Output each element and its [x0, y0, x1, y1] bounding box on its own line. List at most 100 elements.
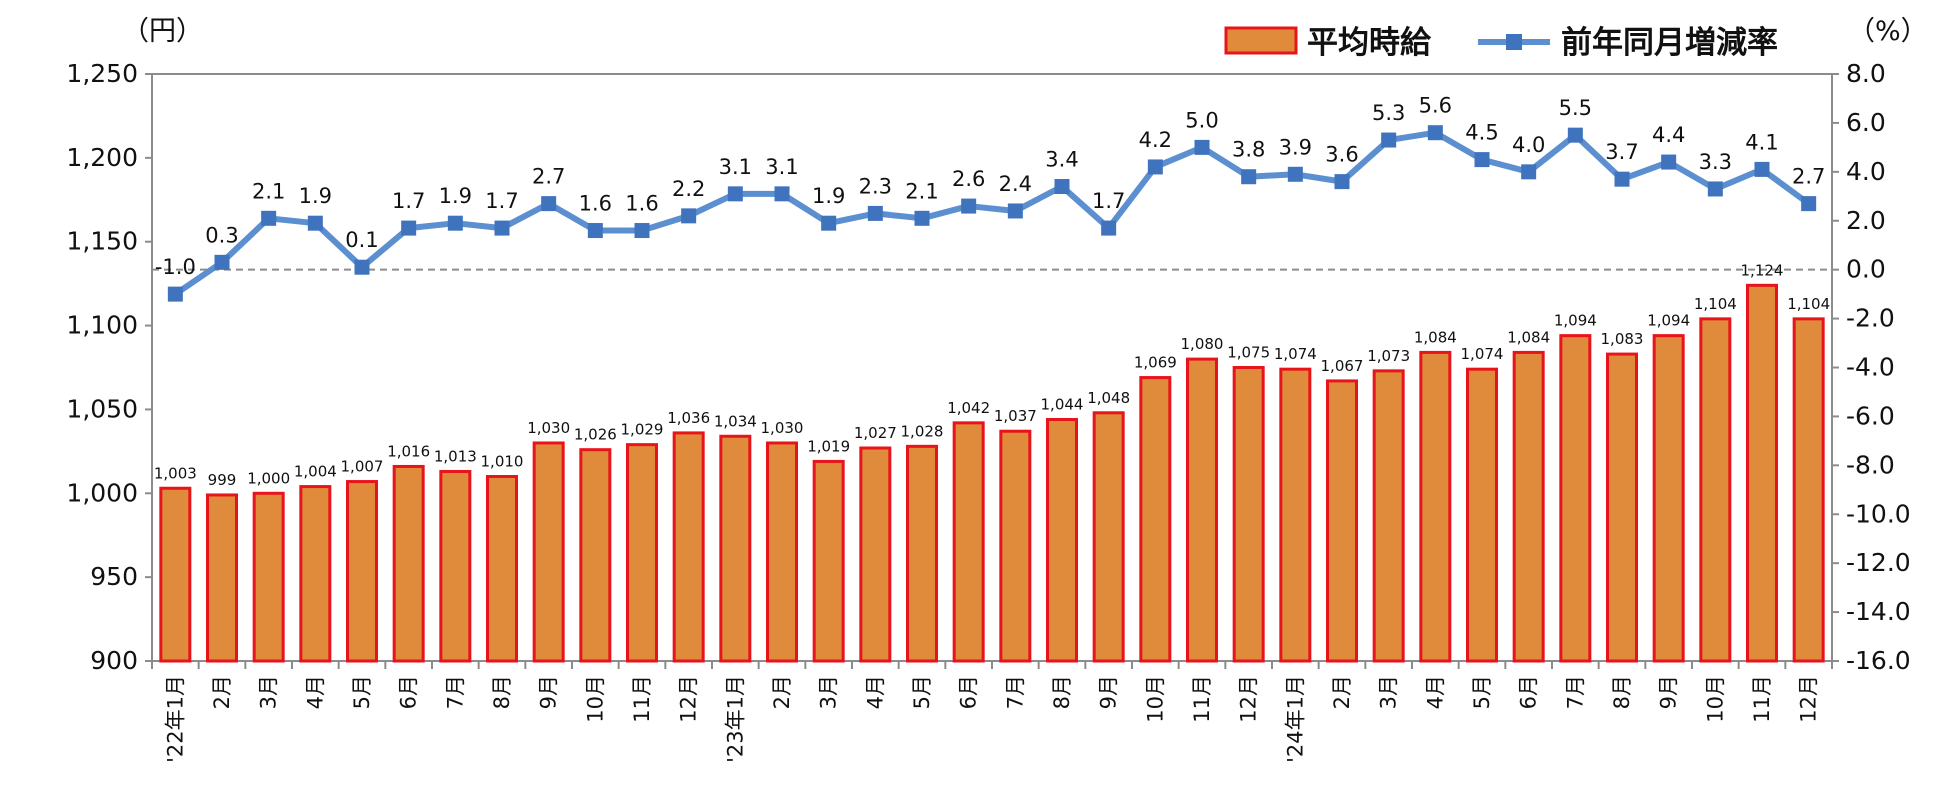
line-data-label: 1.6 [625, 192, 658, 216]
line-point [1241, 169, 1256, 184]
legend-line-label: 前年同月増減率 [1561, 25, 1778, 61]
line-data-label: 2.1 [252, 179, 285, 203]
line-point [215, 255, 230, 270]
line-data-label: 3.6 [1325, 143, 1358, 167]
x-axis-tick-label: '23年1月 [723, 675, 747, 763]
bar [1374, 371, 1403, 661]
line-point [448, 216, 463, 231]
legend: 平均時給 前年同月増減率 [1226, 25, 1778, 61]
bar-data-label: 1,067 [1321, 357, 1364, 375]
bar-data-label: 1,029 [621, 421, 664, 439]
line-point [401, 221, 416, 236]
bar [208, 495, 237, 661]
bar-data-label: 1,080 [1181, 335, 1224, 353]
x-axis-tick-label: 5月 [1470, 675, 1494, 709]
line-data-label: 3.8 [1232, 138, 1265, 162]
x-axis-tick-label: 2月 [210, 675, 234, 709]
line-data-label: -1.0 [155, 255, 196, 279]
line-point [168, 287, 183, 302]
bar [861, 448, 890, 661]
line-data-label: 0.1 [345, 228, 378, 252]
line-data-label: 3.1 [719, 155, 752, 179]
x-axis-tick-label: 8月 [1050, 675, 1074, 709]
legend-bar-label: 平均時給 [1307, 25, 1432, 61]
x-axis-tick-label: 7月 [1563, 675, 1587, 709]
bar-data-label: 1,069 [1134, 354, 1177, 372]
line-point [1381, 133, 1396, 148]
line-point [1428, 125, 1443, 140]
bar [348, 482, 377, 661]
right-axis-tick-label: -12.0 [1846, 548, 1911, 577]
bar [1701, 319, 1730, 661]
bar [768, 443, 797, 661]
x-axis-tick-label: 7月 [443, 675, 467, 709]
line-data-label: 4.2 [1139, 128, 1172, 152]
line-point [588, 223, 603, 238]
x-axis-tick-label: 11月 [1750, 675, 1774, 723]
bar-data-label: 1,042 [947, 399, 990, 417]
bar-data-label: 1,073 [1367, 347, 1410, 365]
line-data-label: 5.0 [1185, 108, 1218, 132]
bar-data-label: 1,104 [1787, 295, 1830, 313]
line-point [1101, 221, 1116, 236]
bar-data-label: 1,019 [807, 437, 850, 455]
x-axis-tick-label: 2月 [1330, 675, 1354, 709]
bar-data-label: 1,104 [1694, 295, 1737, 313]
right-axis-tick-label: -8.0 [1846, 450, 1895, 479]
line-point [308, 216, 323, 231]
bar [1468, 369, 1497, 661]
right-axis-tick-label: 8.0 [1846, 59, 1886, 88]
line-point [495, 221, 510, 236]
x-axis-tick-label: 12月 [1237, 675, 1261, 723]
x-axis-tick-label: 11月 [630, 675, 654, 723]
x-axis-tick-label: 3月 [1377, 675, 1401, 709]
line-data-label: 2.3 [859, 174, 892, 198]
x-axis-tick-label: 10月 [1143, 675, 1167, 723]
line-data-label: 4.4 [1652, 123, 1685, 147]
legend-bar-swatch [1226, 28, 1296, 53]
line-data-label: 1.7 [485, 189, 518, 213]
line-point [1755, 162, 1770, 177]
line-data-label: 5.6 [1419, 94, 1452, 118]
axes: 9009501,0001,0501,1001,1501,2001,250-16.… [66, 16, 1927, 763]
right-axis-tick-label: -16.0 [1846, 646, 1911, 675]
line-data-labels: -1.00.32.1 1.90.11.7 1.9 1.72.71.6 1.62.23.1… [155, 94, 1826, 279]
bar [1141, 378, 1170, 661]
x-axis-tick-label: 5月 [910, 675, 934, 709]
bar-data-label: 1,030 [527, 419, 570, 437]
x-axis-tick-label: 4月 [303, 675, 327, 709]
line-data-label: 1.9 [299, 184, 332, 208]
bar [1514, 352, 1543, 661]
x-axis-tick-label: 9月 [537, 675, 561, 709]
right-axis-tick-label: -2.0 [1846, 304, 1895, 333]
bar [814, 461, 843, 661]
line-point [728, 186, 743, 201]
line-point [961, 199, 976, 214]
bar-data-label: 1,016 [387, 442, 430, 460]
line-point [915, 211, 930, 226]
x-axis-tick-label: 6月 [397, 675, 421, 709]
bar-data-label: 1,074 [1461, 345, 1504, 363]
left-axis-tick-label: 1,250 [66, 59, 138, 88]
right-axis-unit-label: （%） [1848, 16, 1928, 47]
line-point [1195, 140, 1210, 155]
bar [1281, 369, 1310, 661]
x-axis-tick-label: 4月 [863, 675, 887, 709]
x-axis-tick-label: '24年1月 [1283, 675, 1307, 763]
left-axis-tick-label: 1,050 [66, 394, 138, 423]
x-axis-tick-label: 4月 [1423, 675, 1447, 709]
line-point [1801, 196, 1816, 211]
bar [161, 488, 190, 661]
line-data-label: 4.5 [1465, 121, 1498, 145]
line-point [261, 211, 276, 226]
bar [1748, 285, 1777, 661]
line-data-label: 2.6 [952, 167, 985, 191]
bar [488, 477, 517, 661]
line-point [681, 208, 696, 223]
x-axis-tick-label: 3月 [817, 675, 841, 709]
line-data-label: 4.1 [1745, 130, 1778, 154]
line-data-label: 5.3 [1372, 101, 1405, 125]
bar [674, 433, 703, 661]
bar [254, 493, 283, 661]
bar-data-label: 1,037 [994, 407, 1037, 425]
